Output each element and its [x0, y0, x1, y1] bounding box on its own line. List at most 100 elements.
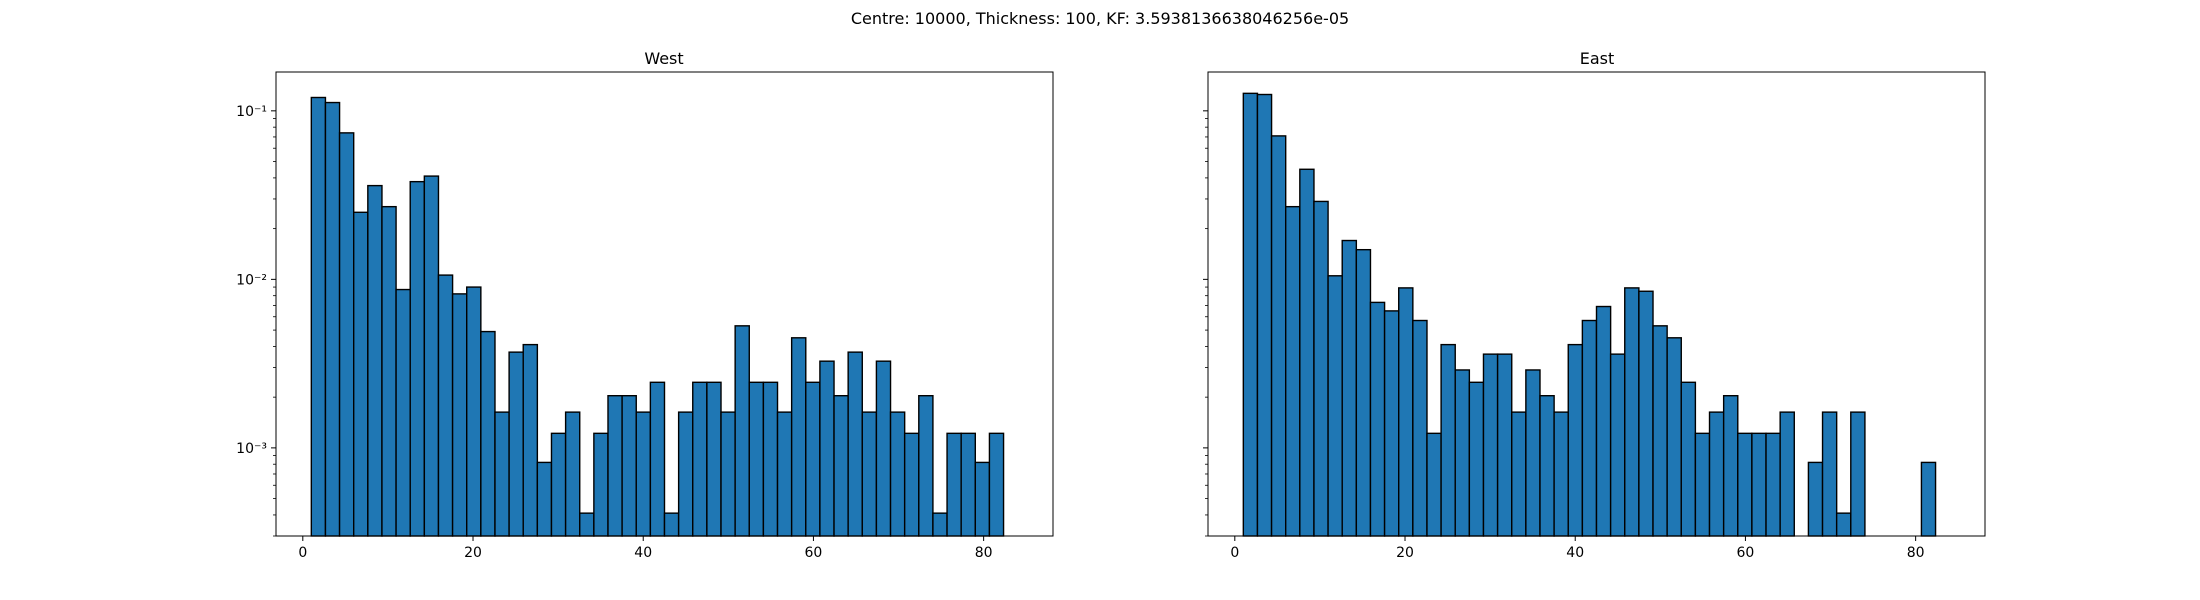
- east-bar: [1779, 411, 1795, 537]
- west-bar: [918, 395, 934, 537]
- west-bar: [861, 411, 878, 537]
- west-bar: [522, 343, 539, 537]
- east-bar: [1638, 290, 1654, 537]
- east-bar: [1468, 381, 1485, 537]
- east-bar: [1680, 381, 1697, 537]
- east-bar: [1652, 325, 1668, 537]
- east-bar: [1412, 319, 1428, 537]
- west-bar: [423, 175, 440, 537]
- west-bar: [677, 411, 694, 537]
- east-bar: [1454, 369, 1471, 537]
- east-bar: [1270, 135, 1287, 537]
- east-bar: [1511, 411, 1527, 537]
- east-bar: [1722, 395, 1739, 537]
- east-bar: [1624, 287, 1640, 537]
- east-bars: [1242, 92, 1937, 537]
- west-bar: [353, 211, 369, 537]
- east-bar: [1694, 432, 1711, 537]
- west-bar: [480, 330, 496, 537]
- west-bar: [720, 411, 736, 537]
- west-bar: [833, 395, 849, 537]
- west-y-tick-label: 10⁻³: [236, 441, 267, 457]
- west-bar: [889, 411, 906, 537]
- east-axes-frame: [1207, 71, 1986, 537]
- west-bar: [437, 274, 454, 537]
- west-bar: [988, 432, 1005, 537]
- west-bar: [621, 395, 637, 537]
- east-x-tick-label: 40: [1566, 545, 1584, 561]
- west-bar: [607, 395, 623, 537]
- east-bar: [1256, 93, 1273, 537]
- east-bar: [1398, 287, 1414, 537]
- east-bar: [1835, 512, 1852, 537]
- east-bar: [1440, 343, 1456, 537]
- east-bar: [1821, 411, 1838, 537]
- west-bar: [338, 132, 355, 537]
- west-bar: [508, 351, 524, 537]
- west-bar: [409, 180, 426, 537]
- west-bar: [847, 351, 863, 537]
- west-bar: [692, 381, 708, 537]
- west-bar: [706, 381, 722, 537]
- east-x-tick-label: 0: [1230, 545, 1239, 561]
- west-axes-frame: [275, 71, 1054, 537]
- west-bar: [635, 411, 652, 537]
- west-bar: [903, 432, 920, 537]
- west-x-tick-label: 0: [298, 545, 307, 561]
- west-y-tick-label: 10⁻¹: [236, 104, 267, 120]
- west-bar: [946, 432, 962, 537]
- west-bar: [494, 411, 510, 537]
- west-bar: [536, 461, 553, 537]
- west-bar: [663, 512, 680, 537]
- east-bar: [1341, 239, 1358, 537]
- west-x-tick-label: 80: [975, 545, 993, 561]
- west-bar: [932, 512, 948, 537]
- west-bar: [324, 101, 341, 537]
- west-panel: West 0 20 40 60 80 10⁻³ 10⁻² 10⁻¹: [236, 49, 1054, 561]
- east-bar: [1581, 319, 1598, 537]
- west-bar: [748, 381, 765, 537]
- west-bar: [593, 432, 609, 537]
- east-bar: [1426, 432, 1442, 537]
- east-bar: [1765, 432, 1781, 537]
- west-x-tick-label: 20: [464, 545, 482, 561]
- west-bar: [790, 337, 807, 537]
- west-bar: [649, 381, 666, 537]
- west-bar: [395, 288, 411, 537]
- west-bar: [564, 411, 581, 537]
- east-bar: [1482, 353, 1499, 537]
- west-bar: [960, 432, 976, 537]
- east-bar: [1242, 92, 1259, 537]
- west-bar: [550, 432, 567, 537]
- west-bar: [875, 360, 892, 537]
- east-bar: [1553, 411, 1569, 537]
- west-bar: [451, 293, 468, 537]
- west-bar: [381, 205, 397, 537]
- east-bar: [1383, 310, 1400, 537]
- west-bar: [466, 286, 482, 537]
- west-bar: [805, 381, 821, 537]
- east-bar: [1567, 343, 1584, 537]
- west-bar: [819, 360, 835, 537]
- east-bar: [1327, 275, 1343, 537]
- east-bar: [1525, 369, 1541, 537]
- west-x-tick-label: 40: [634, 545, 652, 561]
- east-bar: [1299, 168, 1315, 537]
- east-x-tick-label: 80: [1907, 545, 1925, 561]
- west-bar: [762, 381, 779, 537]
- east-bar: [1355, 248, 1372, 537]
- west-panel-title: West: [644, 49, 683, 68]
- west-bar: [776, 411, 793, 537]
- west-bars: [310, 96, 1005, 537]
- west-bar: [974, 461, 991, 537]
- east-x-tick-label: 20: [1396, 545, 1414, 561]
- east-bar: [1920, 461, 1937, 537]
- east-bar: [1751, 432, 1767, 537]
- west-bar: [579, 512, 595, 537]
- east-bar: [1595, 305, 1612, 537]
- east-bar: [1496, 353, 1513, 537]
- east-panel-title: East: [1580, 49, 1615, 68]
- east-bar: [1807, 461, 1824, 537]
- east-bar: [1708, 411, 1725, 537]
